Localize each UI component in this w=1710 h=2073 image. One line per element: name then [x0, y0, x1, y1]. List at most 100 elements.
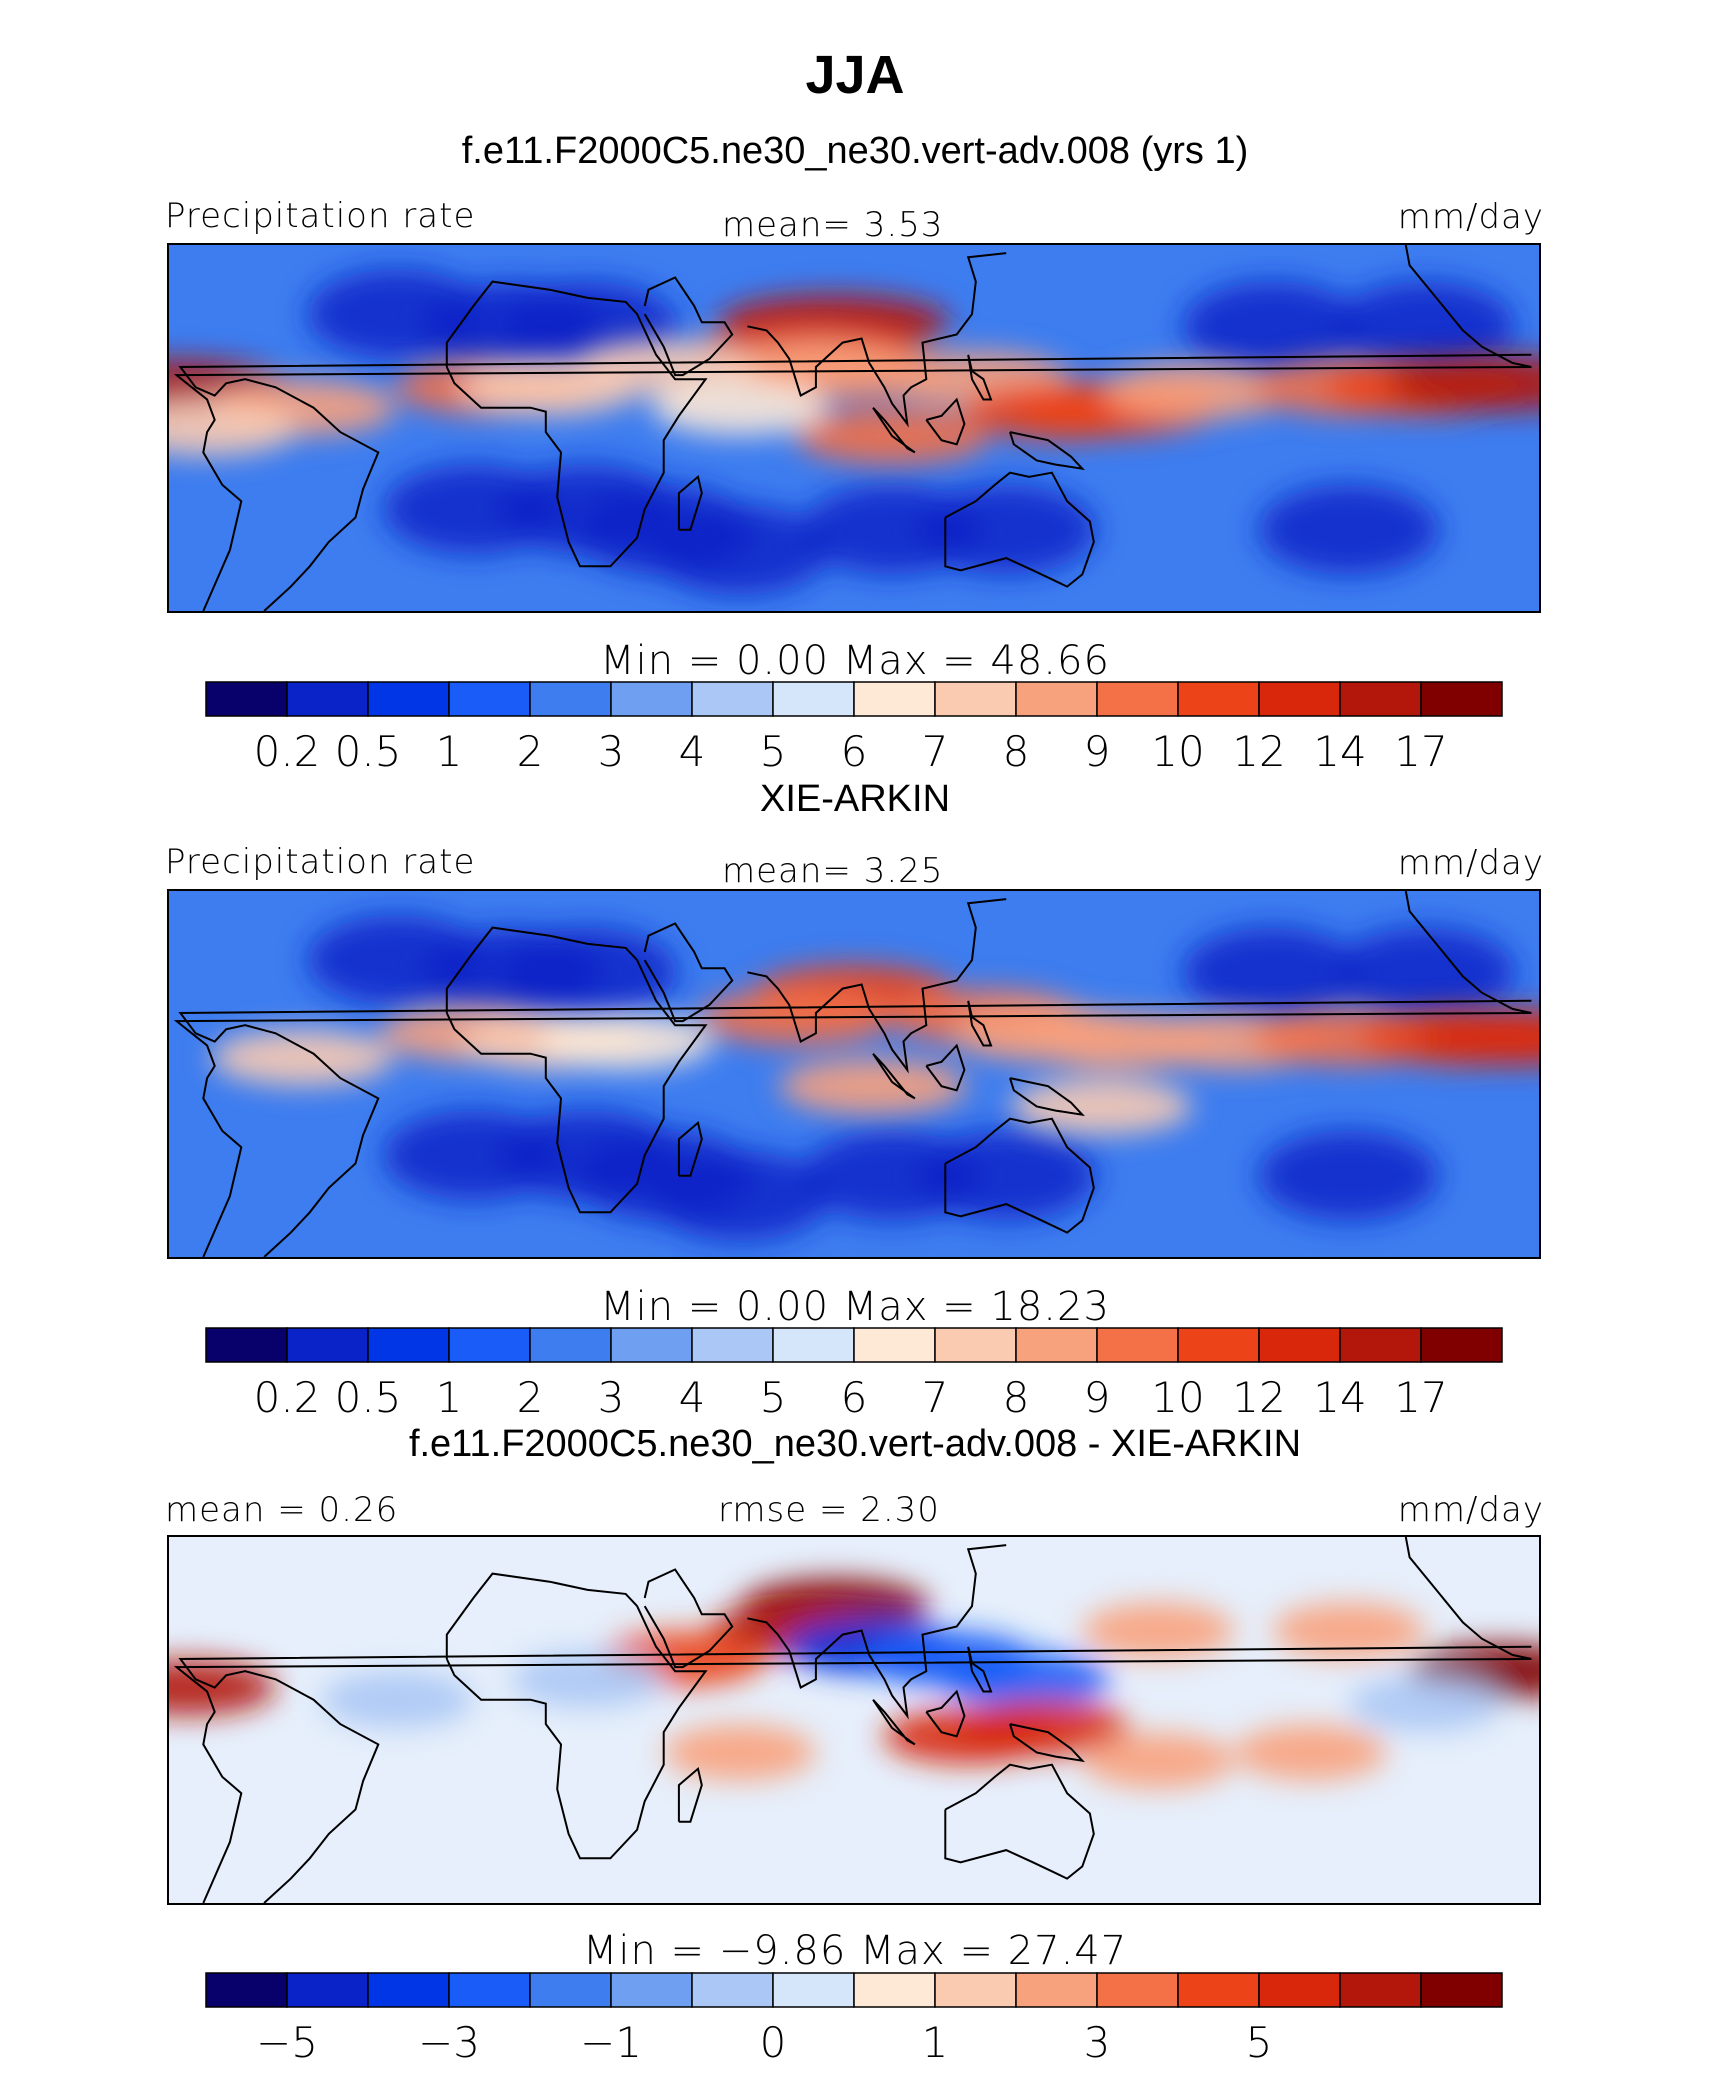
coastline: [677, 474, 703, 531]
panel-3-rmse-label: rmse = 2.30: [718, 1490, 940, 1530]
colorbar-swatch: [1420, 1972, 1503, 2008]
colorbar-swatch: [205, 681, 288, 717]
colorbar-tick-label: 3: [1084, 2018, 1111, 2067]
colorbar-tick-label: 12: [1232, 727, 1285, 776]
colorbar-swatch: [1177, 681, 1260, 717]
colorbar-swatch: [1258, 1972, 1341, 2008]
colorbar-swatch: [934, 1972, 1017, 2008]
panel-3-colorbar: −5 −3 −1 0 1 3 5: [205, 1972, 1503, 2067]
coastline: [944, 1763, 1095, 1880]
colorbar-swatch: [691, 681, 774, 717]
coastline: [445, 926, 708, 1214]
coastline: [677, 1766, 703, 1823]
coastline: [747, 252, 1007, 428]
colorbar-tick-label: 8: [1003, 1373, 1030, 1422]
panel-1-field-blob: [572, 339, 755, 395]
colorbar-swatch: [1015, 1972, 1098, 2008]
colorbar-swatch: [1339, 681, 1422, 717]
panel-2-title: XIE-ARKIN: [759, 778, 951, 820]
coastline: [747, 1544, 1007, 1720]
coastline: [925, 1043, 966, 1092]
coastline: [1404, 1537, 1532, 1660]
colorbar-swatch: [286, 1327, 369, 1363]
coastline: [747, 898, 1007, 1074]
coastline: [872, 1699, 916, 1746]
panel-2-map: [167, 889, 1541, 1259]
colorbar-tick-label: 7: [922, 727, 949, 776]
colorbar-tick-label: 9: [1084, 727, 1111, 776]
colorbar-tick-label: 6: [841, 1373, 868, 1422]
coastline: [643, 922, 734, 1023]
panel-3-mean-label: mean = 0.26: [165, 1490, 399, 1530]
panel-1-field-blob: [169, 400, 299, 456]
panel-2-units-label: mm/day: [1397, 843, 1544, 883]
coastline: [178, 1645, 1532, 1903]
panel-3-field-blob: [940, 1651, 1111, 1708]
colorbar-tick-label: 1: [922, 2018, 949, 2067]
colorbar-tick-label: 12: [1232, 1373, 1285, 1422]
coastline: [677, 1120, 703, 1177]
colorbar-swatch: [1258, 681, 1341, 717]
colorbar-tick-label: 17: [1394, 1373, 1447, 1422]
colorbar-swatch: [1258, 1327, 1341, 1363]
colorbar-tick-label: 5: [1246, 2018, 1273, 2067]
colorbar-tick-label: 0.5: [335, 1373, 402, 1422]
colorbar-swatch: [610, 1327, 693, 1363]
coastline: [967, 1646, 993, 1693]
coastline: [643, 1568, 734, 1669]
colorbar-tick-label: 7: [922, 1373, 949, 1422]
colorbar-tick-label: 2: [517, 1373, 544, 1422]
panel-2-field-blob: [779, 1058, 968, 1115]
coastline: [944, 1117, 1095, 1234]
coastline: [925, 1689, 966, 1738]
colorbar-tick-label: 0.2: [254, 727, 321, 776]
colorbar-swatch: [1420, 1327, 1503, 1363]
colorbar-swatch: [853, 1327, 936, 1363]
panel-2-map-field: [169, 891, 1539, 1257]
panel-2-field-blob: [1414, 1009, 1539, 1066]
coastline: [967, 354, 993, 401]
coastline: [872, 1053, 916, 1100]
coastline: [178, 353, 1532, 611]
colorbar-tick-label: 4: [679, 1373, 706, 1422]
panel-3-field-blob: [883, 1708, 1054, 1765]
coastline: [925, 397, 966, 446]
colorbar-swatch: [934, 1327, 1017, 1363]
colorbar-tick-label: 10: [1151, 1373, 1204, 1422]
colorbar-swatch: [1015, 1327, 1098, 1363]
panel-3-field-blob: [663, 1724, 816, 1781]
colorbar-tick-label: 0.2: [254, 1373, 321, 1422]
panel-3-field-blob: [321, 1671, 474, 1728]
coastline: [445, 1572, 708, 1860]
panel-3-field-blob: [1272, 1602, 1425, 1659]
coastline: [1404, 245, 1532, 368]
panel-1-colorbar: 0.2 0.5 1 2 3 4 5 6 7 8 9 10 12 14 17: [205, 681, 1503, 776]
colorbar-swatch: [691, 1972, 774, 2008]
colorbar-tick-label: 5: [760, 1373, 787, 1422]
coastline: [173, 366, 1532, 611]
colorbar-swatch: [448, 1327, 531, 1363]
colorbar-swatch: [691, 1327, 774, 1363]
coastline: [1009, 1723, 1086, 1763]
colorbar-swatch: [610, 681, 693, 717]
panel-3-units-label: mm/day: [1397, 1490, 1544, 1530]
panel-3-field-blob: [511, 1651, 664, 1708]
colorbar-swatch: [286, 681, 369, 717]
colorbar-swatch: [772, 1972, 855, 2008]
panel-3-field-blob: [169, 1659, 277, 1716]
colorbar-tick-label: −1: [580, 2018, 642, 2067]
colorbar-swatch: [448, 1972, 531, 2008]
colorbar-swatch: [205, 1327, 288, 1363]
colorbar-swatch: [205, 1972, 288, 2008]
panel-2-field-blob: [211, 1029, 394, 1086]
colorbar-swatch: [610, 1972, 693, 2008]
colorbar-tick-label: 8: [1003, 727, 1030, 776]
colorbar-tick-label: 6: [841, 727, 868, 776]
colorbar-swatch: [772, 681, 855, 717]
panel-3-map-field: [169, 1537, 1539, 1903]
panel-1-mean-label: mean= 3.53: [722, 205, 944, 245]
panel-3-map: [167, 1535, 1541, 1905]
colorbar-swatch: [367, 1327, 450, 1363]
panel-1-variable-label: Precipitation rate: [165, 196, 476, 236]
colorbar-swatch: [853, 1972, 936, 2008]
